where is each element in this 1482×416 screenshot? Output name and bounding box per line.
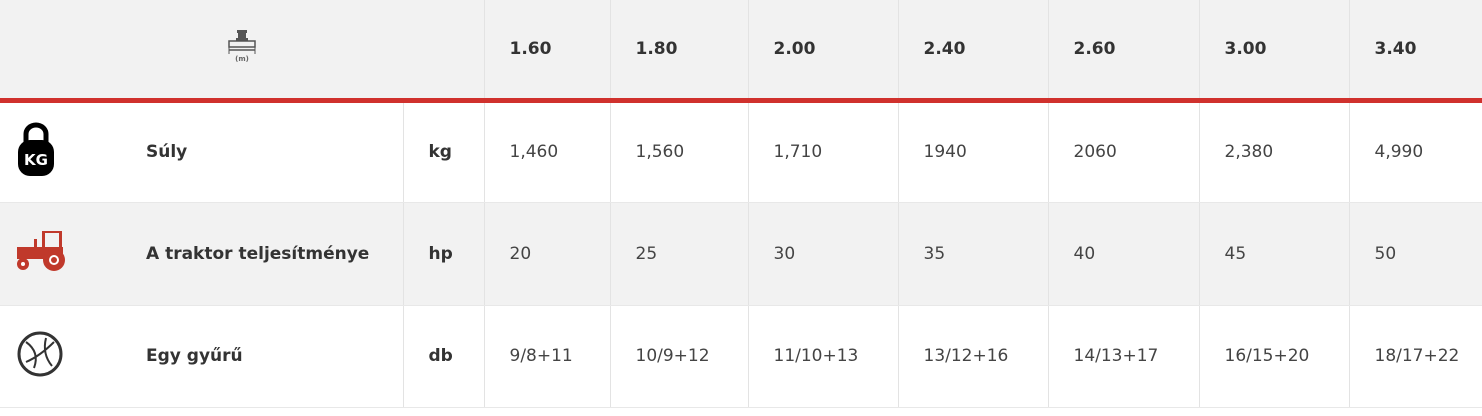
cell: 13/12+16 (897, 305, 1048, 408)
header-row: (m) 1.60 1.80 2.00 2.40 2.60 3.00 3.40 (0, 0, 1482, 103)
row-unit: hp (402, 202, 484, 306)
table-row-tractor-power: A traktor teljesítménye hp 20 25 30 35 4… (0, 202, 1482, 306)
cell: 18/17+22 (1348, 305, 1482, 408)
working-width-icon: (m) (228, 30, 256, 63)
kettlebell-kg-icon: KG (18, 122, 54, 176)
cell: 30 (747, 202, 898, 306)
row-label: Súly (120, 100, 403, 203)
cell: 1,560 (609, 100, 748, 203)
cell: 20 (483, 202, 610, 306)
cell: 1,460 (483, 100, 610, 203)
cell: 50 (1348, 202, 1482, 306)
svg-text:KG: KG (24, 151, 48, 169)
cell: 4,990 (1348, 100, 1482, 203)
cell: 16/15+20 (1198, 305, 1349, 408)
cell: 25 (609, 202, 748, 306)
column-header: 3.00 (1198, 0, 1349, 103)
column-header: 1.60 (483, 0, 610, 103)
cell: 2,380 (1198, 100, 1349, 203)
column-header: 2.60 (1047, 0, 1199, 103)
cell: 40 (1047, 202, 1199, 306)
cell: 11/10+13 (747, 305, 898, 408)
cell: 1,710 (747, 100, 898, 203)
table-row-weight: KG Súly kg 1,460 1,560 1,710 1940 2060 2… (0, 100, 1482, 203)
cell: 10/9+12 (609, 305, 748, 408)
cell: 35 (897, 202, 1048, 306)
column-header: 3.40 (1348, 0, 1482, 103)
column-header: 2.00 (747, 0, 898, 103)
cell: 45 (1198, 202, 1349, 306)
working-width-header: (m) (0, 0, 484, 103)
cell: 9/8+11 (483, 305, 610, 408)
row-unit: db (402, 305, 484, 408)
row-label: A traktor teljesítménye (120, 202, 403, 306)
cell: 14/13+17 (1047, 305, 1199, 408)
column-header: 1.80 (609, 0, 748, 103)
table-row-rings: Egy gyűrű db 9/8+11 10/9+12 11/10+13 13/… (0, 305, 1482, 408)
cell: 1940 (897, 100, 1048, 203)
disc-ring-icon (17, 331, 63, 377)
width-unit-label: (m) (235, 55, 249, 63)
row-unit: kg (402, 100, 484, 203)
cell: 2060 (1047, 100, 1199, 203)
row-label: Egy gyűrű (120, 305, 403, 408)
tractor-icon (17, 231, 65, 272)
column-header: 2.40 (897, 0, 1048, 103)
